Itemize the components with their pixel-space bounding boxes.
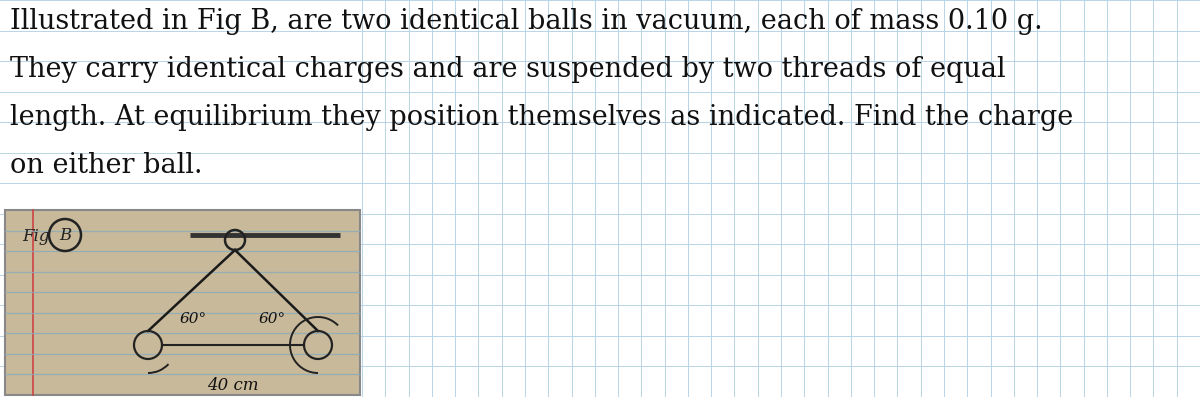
Text: Illustrated in Fig B, are two identical balls in vacuum, each of mass 0.10 g.: Illustrated in Fig B, are two identical … (10, 8, 1043, 35)
Text: 40 cm: 40 cm (208, 377, 259, 394)
Text: 60°: 60° (259, 312, 286, 326)
Bar (5, 210, 360, 395)
Text: B: B (59, 227, 71, 243)
Text: 60°: 60° (180, 312, 208, 326)
Text: They carry identical charges and are suspended by two threads of equal: They carry identical charges and are sus… (10, 56, 1006, 83)
Text: length. At equilibrium they position themselves as indicated. Find the charge: length. At equilibrium they position the… (10, 104, 1073, 131)
Text: Fig: Fig (22, 228, 49, 245)
Text: on either ball.: on either ball. (10, 152, 202, 179)
